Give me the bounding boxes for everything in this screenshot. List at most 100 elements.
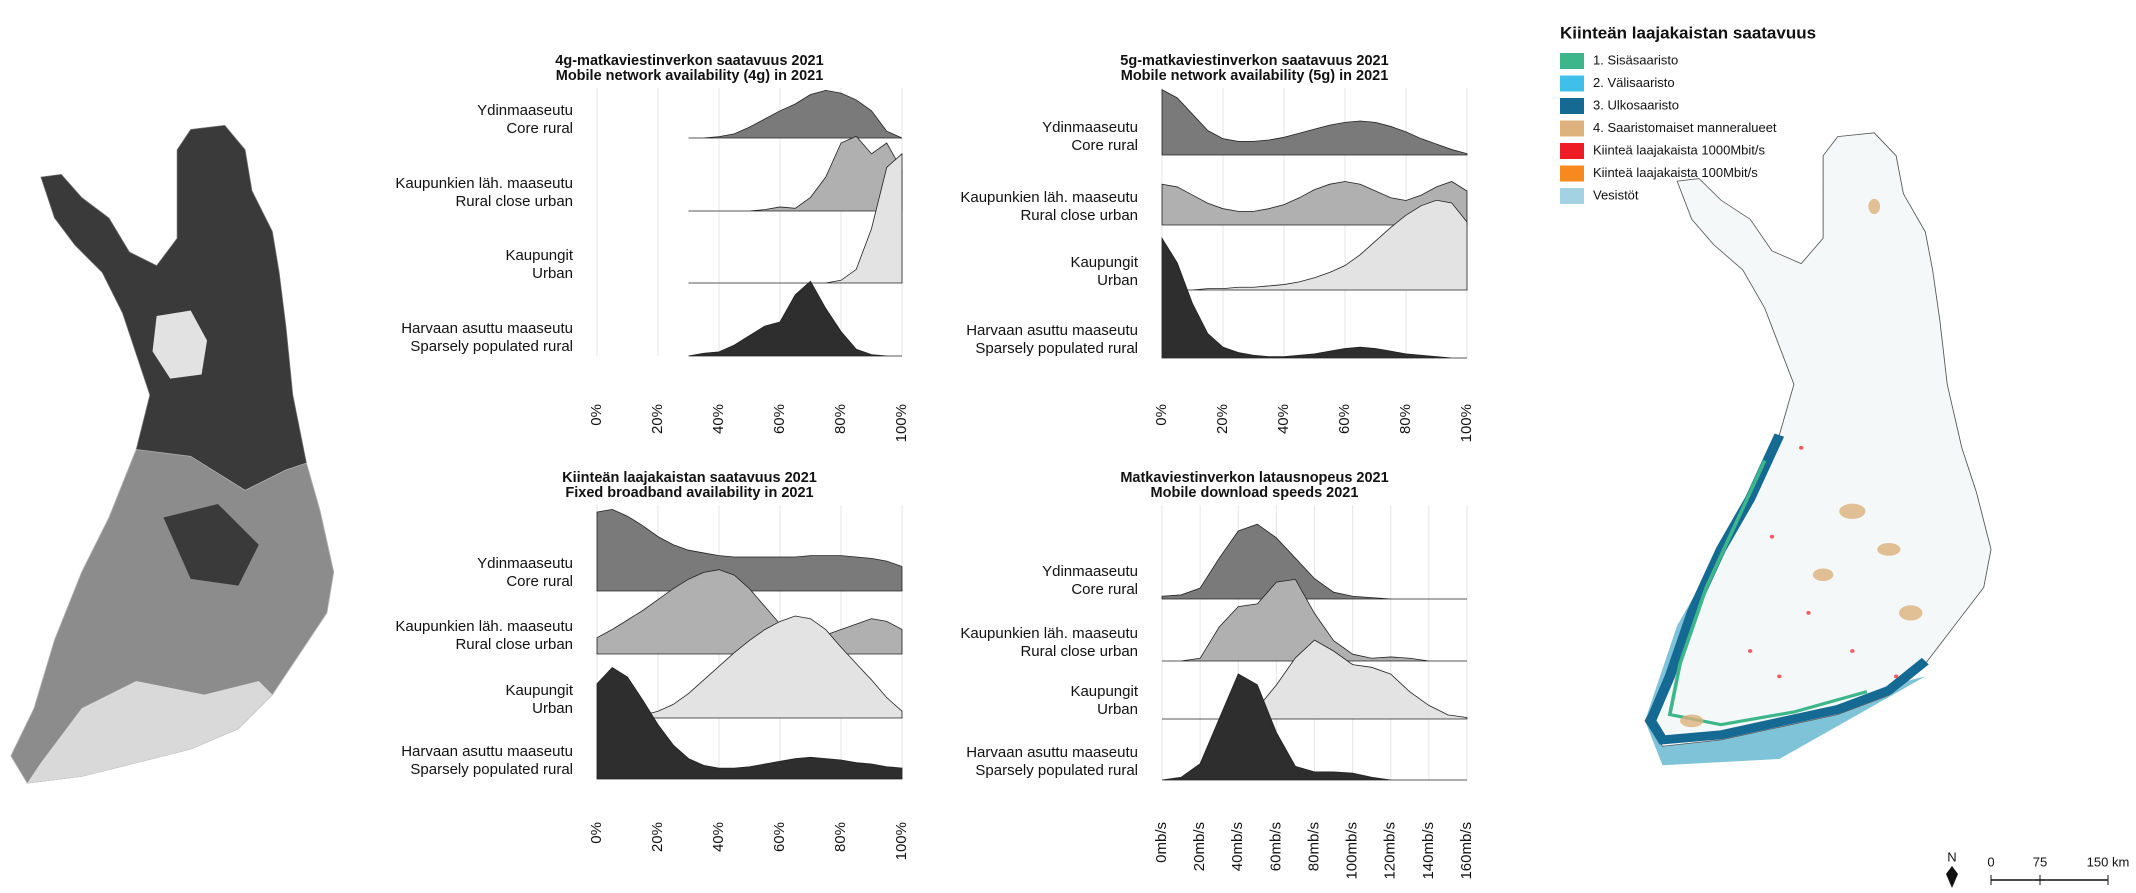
scale-label: 75 — [2033, 854, 2047, 869]
legend-label: 1. Sisäsaaristo — [1593, 52, 1678, 67]
x-tick-label: 80% — [832, 404, 849, 434]
row-label: Harvaan asuttu maaseutu — [401, 743, 573, 760]
row-label: Kaupunkien läh. maaseutu — [960, 625, 1138, 642]
ridge — [596, 569, 903, 655]
row-label: Harvaan asuttu maaseutu — [966, 744, 1138, 761]
row-label: Core rural — [506, 573, 573, 590]
map-region — [27, 681, 273, 784]
row-label: Kaupunkien läh. maaseutu — [395, 175, 573, 192]
x-tick-label: 40% — [710, 822, 727, 852]
legend-swatch — [1560, 143, 1584, 159]
x-tick-label: 20% — [649, 822, 666, 852]
ridge — [1162, 199, 1468, 291]
row-label: Urban — [1097, 701, 1138, 718]
x-tick-label: 80mb/s — [1305, 822, 1322, 871]
right-map — [1644, 132, 1992, 766]
x-tick-label: 100% — [1458, 404, 1475, 442]
row-label: Kaupungit — [1070, 254, 1138, 271]
ridge — [1161, 523, 1467, 600]
map-region — [163, 503, 259, 586]
chart-subtitle: Mobile network availability (4g) in 2021 — [556, 68, 824, 84]
x-tick-label: 120mb/s — [1382, 822, 1399, 880]
ridge — [1161, 89, 1468, 156]
row-label: Core rural — [1071, 581, 1138, 598]
x-tick-label: 60% — [771, 822, 788, 852]
chart-title: 4g-matkaviestinverkon saatavuus 2021 — [555, 53, 823, 69]
land-patches — [1680, 198, 1923, 728]
legend-label: Vesistöt — [1593, 187, 1639, 202]
x-tick-label: 20% — [1214, 404, 1231, 434]
row-label: Core rural — [1071, 137, 1138, 154]
x-tick-label: 0mb/s — [1153, 822, 1170, 863]
row-label: Ydinmaaseutu — [477, 102, 573, 119]
x-tick-label: 60mb/s — [1267, 822, 1284, 871]
map-legend-title: Kiinteän laajakaistan saatavuus — [1560, 23, 1816, 42]
map-legend: 1. Sisäsaaristo 2. Välisaaristo 3. Ulkosaa… — [1560, 52, 1777, 204]
row-label: Sparsely populated rural — [975, 340, 1138, 357]
legend-swatch — [1560, 53, 1584, 69]
row-label: Rural close urban — [1020, 643, 1138, 660]
row-label: Rural close urban — [455, 636, 573, 653]
x-tick-label: 80% — [1397, 404, 1414, 434]
left-map — [10, 124, 335, 784]
row-label: Urban — [532, 700, 573, 717]
legend-label: 4. Saaristomaiset manneralueet — [1593, 120, 1777, 135]
row-label: Rural close urban — [1020, 207, 1138, 224]
red-specks — [1747, 445, 1899, 679]
legend-swatch — [1560, 120, 1584, 137]
scale-label: 0 — [1987, 854, 1994, 869]
legend-label: 3. Ulkosaaristo — [1593, 97, 1679, 112]
ridge — [597, 615, 903, 719]
map-region — [152, 310, 208, 379]
x-tick-label: 60% — [1336, 404, 1353, 434]
x-tick-label: 0% — [588, 404, 605, 426]
row-label: Kaupungit — [1070, 683, 1138, 700]
row-label: Rural close urban — [455, 193, 573, 210]
row-label: Harvaan asuttu maaseutu — [401, 320, 573, 337]
north-label: N — [1947, 849, 1956, 864]
row-label: Urban — [1097, 272, 1138, 289]
map-shape — [1644, 132, 1992, 747]
x-tick-label: 0% — [1153, 404, 1170, 426]
ridge — [596, 508, 903, 592]
ridge — [688, 89, 903, 139]
row-label: Kaupunkien läh. maaseutu — [395, 618, 573, 635]
x-tick-label: 60% — [771, 404, 788, 434]
x-tick-label: 20mb/s — [1191, 822, 1208, 871]
row-label: Kaupunkien läh. maaseutu — [960, 189, 1138, 206]
x-tick-label: 140mb/s — [1420, 822, 1437, 880]
ridge — [596, 666, 903, 780]
chart-subtitle: Mobile download speeds 2021 — [1151, 485, 1359, 501]
legend-label: 2. Välisaaristo — [1593, 75, 1675, 90]
chart-subtitle: Mobile network availability (5g) in 2021 — [1121, 68, 1389, 84]
row-label: Kaupungit — [505, 682, 573, 699]
legend-swatch — [1560, 165, 1584, 182]
row-label: Sparsely populated rural — [410, 338, 573, 355]
legend-label: Kiinteä laajakaista 1000Mbit/s — [1593, 142, 1765, 157]
x-tick-label: 100% — [893, 822, 910, 860]
north-arrow — [1946, 866, 1958, 888]
x-tick-label: 40% — [710, 404, 727, 434]
ridge — [1162, 578, 1467, 662]
x-tick-label: 40% — [1275, 404, 1292, 434]
row-label: Ydinmaaseutu — [477, 555, 573, 572]
chart-subtitle: Fixed broadband availability in 2021 — [565, 485, 813, 501]
ridge — [1161, 236, 1467, 359]
legend-swatch — [1560, 98, 1584, 114]
scale-bar: N 0 75 150 km — [1946, 849, 2129, 888]
chart-title: Matkaviestinverkon latausnopeus 2021 — [1120, 470, 1388, 486]
ridge — [688, 280, 902, 357]
x-tick-label: 20% — [649, 404, 666, 434]
x-tick-label: 40mb/s — [1229, 822, 1246, 871]
row-label: Sparsely populated rural — [975, 762, 1138, 779]
row-label: Harvaan asuttu maaseutu — [966, 322, 1138, 339]
x-tick-label: 80% — [832, 822, 849, 852]
ridge — [1161, 673, 1467, 781]
legend-swatch — [1560, 75, 1584, 92]
row-label: Core rural — [506, 120, 573, 137]
ridge — [688, 135, 903, 212]
x-tick-label: 100% — [893, 404, 910, 442]
x-tick-label: 160mb/s — [1458, 822, 1475, 880]
